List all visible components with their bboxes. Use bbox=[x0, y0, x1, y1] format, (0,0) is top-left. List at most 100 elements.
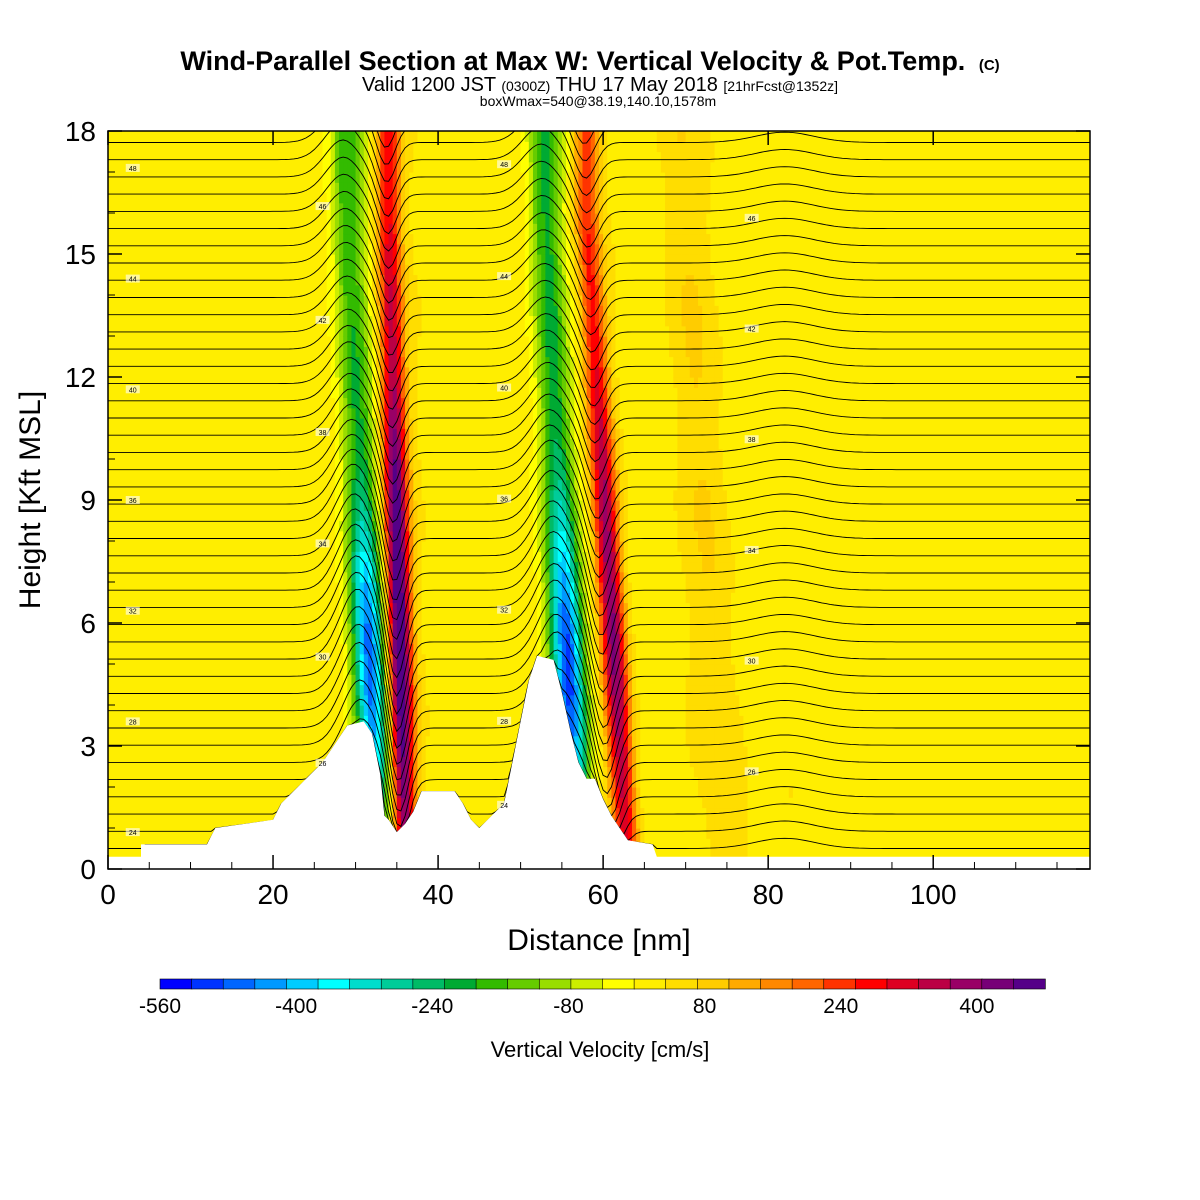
velocity-cell bbox=[165, 264, 171, 276]
velocity-cell bbox=[108, 766, 113, 778]
velocity-cell bbox=[207, 674, 212, 686]
velocity-cell bbox=[120, 715, 126, 727]
velocity-cell bbox=[190, 182, 196, 194]
velocity-cell bbox=[145, 602, 150, 614]
velocity-cell bbox=[231, 684, 237, 696]
velocity-cell bbox=[132, 684, 138, 696]
velocity-cell bbox=[384, 479, 390, 491]
velocity-cell bbox=[380, 438, 386, 450]
velocity-cell bbox=[149, 715, 154, 727]
velocity-cell bbox=[244, 489, 249, 501]
velocity-cell bbox=[223, 510, 229, 522]
velocity-cell bbox=[157, 520, 163, 532]
velocity-cell bbox=[372, 602, 377, 614]
velocity-cell bbox=[310, 571, 315, 583]
velocity-cell bbox=[264, 633, 270, 645]
velocity-cell bbox=[202, 346, 208, 358]
velocity-cell bbox=[202, 602, 208, 614]
velocity-cell bbox=[190, 838, 196, 850]
velocity-cell bbox=[112, 192, 117, 204]
velocity-cell bbox=[235, 725, 241, 737]
velocity-cell bbox=[190, 797, 196, 809]
velocity-cell bbox=[372, 366, 377, 378]
velocity-cell bbox=[289, 233, 295, 245]
velocity-cell bbox=[223, 735, 229, 747]
velocity-cell bbox=[281, 295, 287, 306]
velocity-cell bbox=[108, 520, 113, 532]
velocity-cell bbox=[174, 325, 179, 337]
velocity-cell bbox=[231, 633, 237, 645]
velocity-cell bbox=[281, 448, 287, 460]
velocity-cell bbox=[343, 346, 348, 358]
velocity-cell bbox=[178, 151, 183, 163]
velocity-cell bbox=[174, 161, 179, 173]
velocity-cell bbox=[322, 254, 328, 265]
velocity-cell bbox=[112, 131, 117, 142]
velocity-cell bbox=[330, 305, 336, 317]
velocity-cell bbox=[248, 469, 254, 481]
velocity-cell bbox=[165, 633, 171, 645]
subtitle-valid: Valid 1200 JST bbox=[362, 74, 496, 96]
velocity-cell bbox=[264, 612, 270, 624]
velocity-cell bbox=[355, 295, 361, 306]
velocity-cell bbox=[186, 612, 192, 624]
velocity-cell bbox=[372, 705, 377, 716]
velocity-cell bbox=[384, 223, 390, 235]
velocity-cell bbox=[186, 161, 192, 173]
velocity-cell bbox=[273, 254, 278, 265]
velocity-cell bbox=[310, 725, 315, 737]
velocity-cell bbox=[174, 571, 179, 583]
velocity-cell bbox=[351, 489, 357, 501]
velocity-cell bbox=[231, 366, 237, 378]
velocity-cell bbox=[153, 735, 159, 747]
velocity-cell bbox=[252, 725, 258, 737]
velocity-cell bbox=[136, 684, 142, 696]
velocity-cell bbox=[256, 602, 262, 614]
velocity-cell bbox=[165, 387, 171, 399]
velocity-cell bbox=[141, 295, 146, 306]
velocity-cell bbox=[277, 612, 282, 624]
velocity-cell bbox=[108, 643, 113, 655]
velocity-cell bbox=[116, 336, 121, 347]
velocity-cell bbox=[223, 233, 229, 245]
velocity-cell bbox=[132, 336, 138, 347]
velocity-cell bbox=[277, 202, 282, 214]
velocity-cell bbox=[326, 172, 332, 183]
velocity-cell bbox=[202, 202, 208, 214]
velocity-cell bbox=[215, 735, 221, 747]
velocity-cell bbox=[310, 664, 315, 675]
velocity-cell bbox=[120, 366, 126, 378]
velocity-cell bbox=[372, 530, 377, 542]
velocity-cell bbox=[355, 530, 361, 542]
velocity-cell bbox=[178, 612, 183, 624]
velocity-cell bbox=[215, 202, 221, 214]
velocity-cell bbox=[211, 356, 216, 368]
velocity-cell bbox=[289, 643, 295, 655]
velocity-cell bbox=[268, 489, 274, 501]
velocity-cell bbox=[153, 838, 159, 850]
velocity-cell bbox=[310, 643, 315, 655]
velocity-cell bbox=[202, 674, 208, 686]
velocity-cell bbox=[165, 213, 171, 224]
velocity-cell bbox=[248, 264, 254, 276]
velocity-cell bbox=[198, 192, 204, 204]
velocity-cell bbox=[198, 766, 204, 778]
velocity-cell bbox=[372, 192, 377, 204]
velocity-cell bbox=[351, 664, 357, 675]
velocity-cell bbox=[211, 448, 216, 460]
velocity-cell bbox=[289, 377, 295, 388]
velocity-cell bbox=[124, 407, 130, 419]
velocity-cell bbox=[178, 520, 183, 532]
velocity-cell bbox=[380, 643, 386, 655]
velocity-cell bbox=[207, 141, 212, 153]
velocity-cell bbox=[240, 315, 245, 327]
velocity-cell bbox=[314, 366, 320, 378]
velocity-cell bbox=[351, 182, 357, 194]
velocity-cell bbox=[145, 295, 150, 306]
velocity-cell bbox=[306, 202, 311, 214]
velocity-cell bbox=[310, 202, 315, 214]
velocity-cell bbox=[264, 746, 270, 757]
velocity-cell bbox=[318, 459, 324, 470]
velocity-cell bbox=[285, 428, 291, 440]
velocity-cell bbox=[268, 315, 274, 327]
